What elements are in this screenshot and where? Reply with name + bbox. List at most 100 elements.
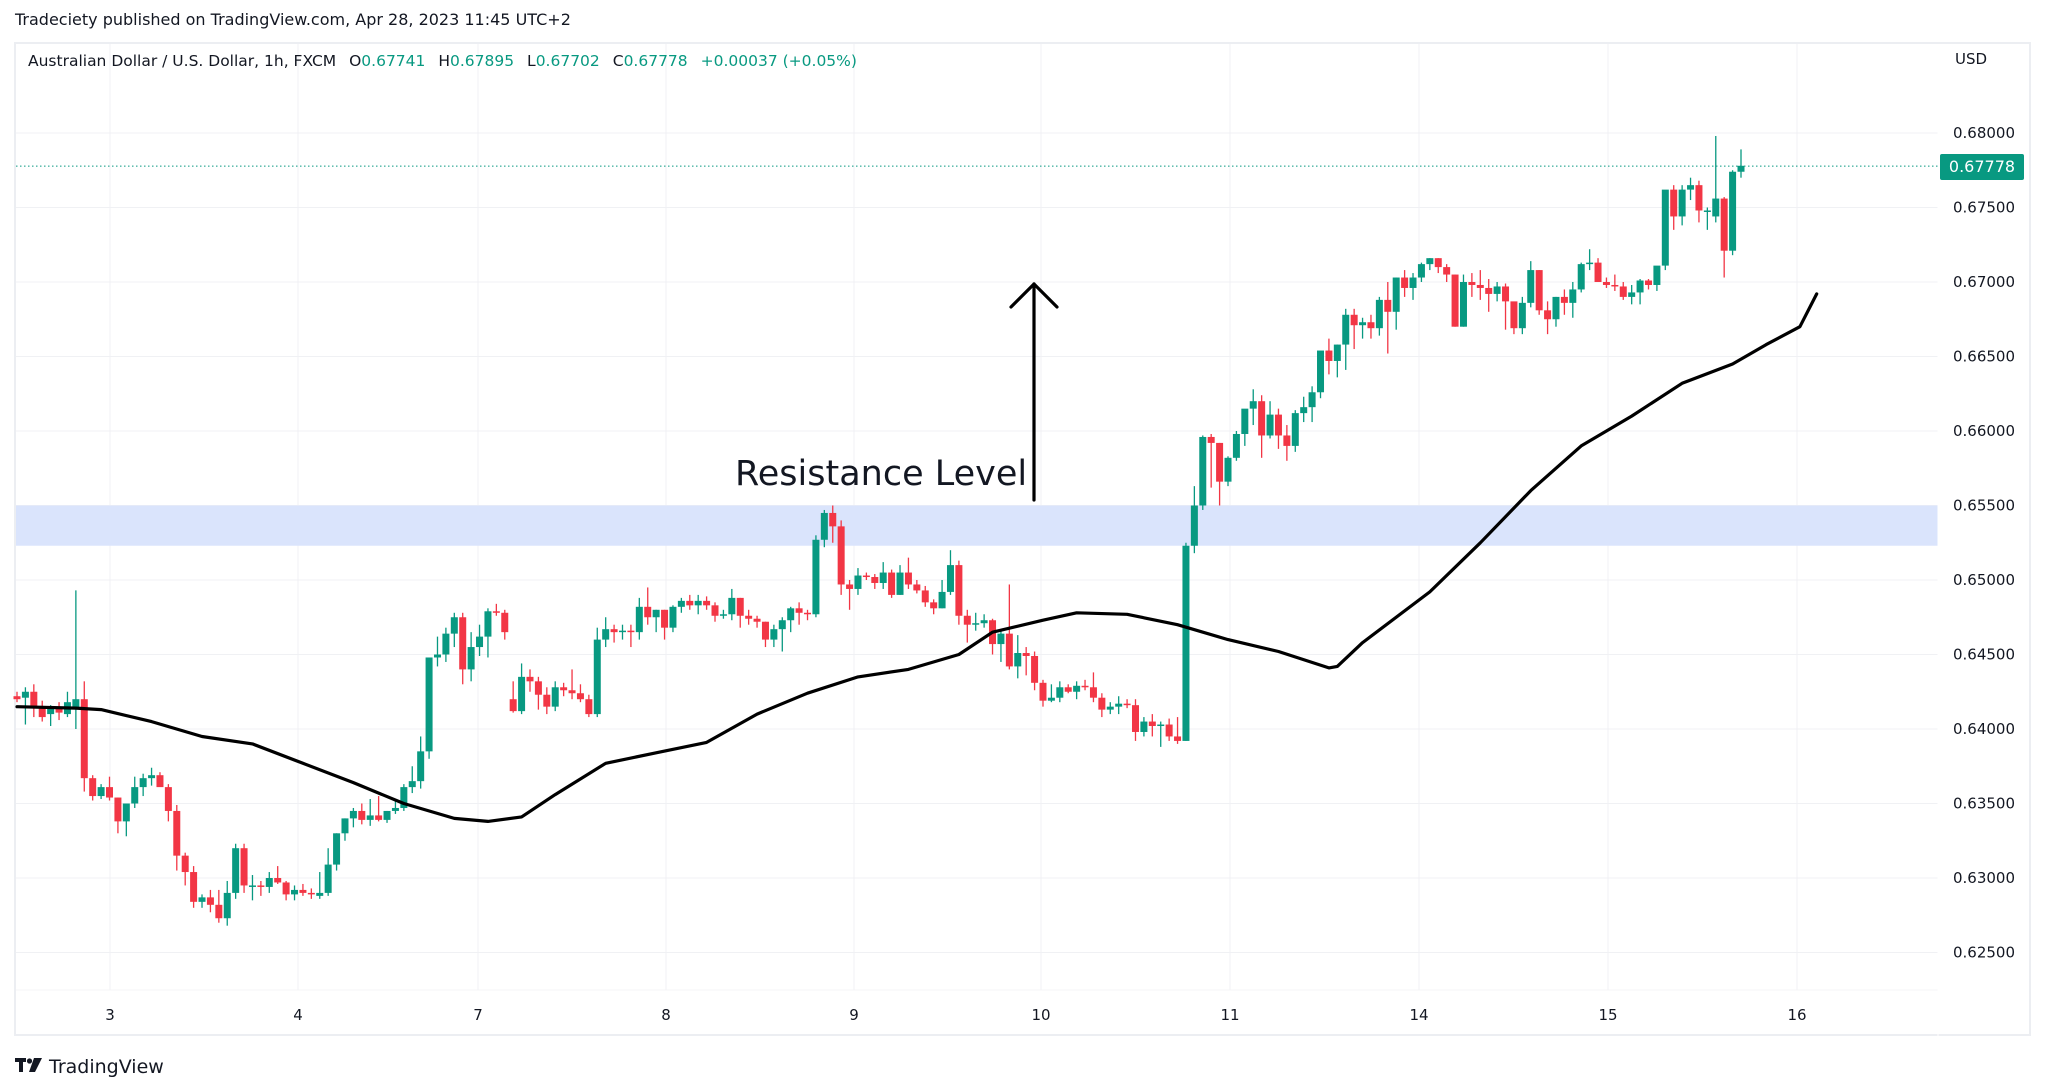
candle-body — [745, 615, 753, 619]
candle-body — [1241, 408, 1249, 434]
candle-body — [862, 575, 870, 578]
candle-body — [1115, 703, 1123, 707]
candle-body — [1552, 296, 1560, 320]
candle-body — [1636, 280, 1644, 293]
change-value: +0.00037 (+0.05%) — [700, 52, 857, 70]
symbol-title[interactable]: Australian Dollar / U.S. Dollar, 1h, FXC… — [28, 52, 337, 70]
candle-body — [1670, 189, 1678, 217]
resistance-zone[interactable] — [16, 505, 1938, 546]
candle-body — [1737, 165, 1745, 172]
candle-body — [375, 815, 383, 820]
candle-body — [72, 699, 80, 709]
candle-body — [164, 787, 172, 811]
candle-body — [1586, 262, 1594, 265]
candle-body — [1628, 292, 1636, 297]
candle-body — [215, 904, 223, 919]
candle-body — [299, 889, 307, 893]
candle-body — [425, 657, 433, 752]
candle-body — [1249, 401, 1257, 409]
candle-body — [635, 606, 643, 633]
chart-frame — [14, 42, 2031, 1036]
time-axis-label: 8 — [661, 1006, 671, 1024]
candle-body — [1148, 721, 1156, 727]
candle-body — [316, 892, 324, 896]
candle-body — [644, 606, 652, 618]
candle-body — [1535, 270, 1543, 311]
candle-body — [114, 797, 122, 822]
candle-body — [1459, 282, 1467, 327]
candle-body — [30, 691, 38, 709]
candle-body — [619, 630, 627, 633]
candle-body — [1199, 436, 1207, 506]
candle-body — [509, 699, 517, 712]
candle-body — [812, 539, 820, 615]
candle-body — [1300, 407, 1308, 414]
candle-body — [38, 708, 46, 718]
price-axis-label: 0.66500 — [1953, 348, 2015, 366]
candle-body — [1232, 433, 1240, 458]
resistance-level-label[interactable]: Resistance Level — [735, 454, 1028, 494]
candle-body — [190, 872, 198, 902]
candle-body — [400, 787, 408, 808]
candle-body — [593, 639, 601, 715]
candle-body — [173, 810, 181, 856]
candle-body — [804, 612, 812, 615]
candle-body — [1619, 286, 1627, 297]
candle-body — [223, 892, 231, 919]
candle-body — [1064, 687, 1072, 692]
candle-body — [1577, 264, 1585, 290]
candle-body — [240, 848, 248, 886]
candle-body — [1039, 682, 1047, 701]
price-axis-label: 0.64500 — [1953, 646, 2015, 664]
candle-body — [484, 611, 492, 637]
candle-body — [879, 572, 887, 583]
candle-body — [1291, 413, 1299, 446]
open-value: 0.67741 — [361, 52, 426, 70]
candle-body — [1493, 286, 1501, 294]
close-value: 0.67778 — [623, 52, 688, 70]
candle-body — [282, 882, 290, 895]
candle-body — [1527, 270, 1535, 303]
candle-body — [417, 751, 425, 782]
candle-body — [1720, 198, 1728, 251]
candle-body — [1703, 210, 1711, 212]
candle-body — [55, 706, 63, 713]
candle-body — [248, 885, 256, 887]
candle-body — [198, 897, 206, 902]
candle-body — [1047, 697, 1055, 701]
low-label: L — [527, 52, 536, 70]
candle-body — [921, 590, 929, 603]
candle-body — [433, 654, 441, 658]
candle-body — [568, 690, 576, 694]
candle-body — [888, 572, 896, 595]
candle-body — [1207, 436, 1215, 443]
candle-body — [1687, 185, 1695, 190]
tradingview-logo[interactable]: TradingView — [15, 1056, 164, 1078]
candle-body — [1266, 414, 1274, 436]
candle-body — [21, 691, 29, 698]
time-axis-label: 10 — [1031, 1006, 1050, 1024]
candle-body — [1190, 505, 1198, 546]
candle-body — [761, 621, 769, 640]
candle-body — [1367, 322, 1375, 329]
candle-body — [47, 706, 55, 715]
candle-body — [560, 687, 568, 691]
candle-body — [13, 696, 21, 700]
candle-body — [795, 608, 803, 613]
time-axis-label: 15 — [1598, 1006, 1617, 1024]
candle-body — [1510, 301, 1518, 329]
time-axis-label: 7 — [473, 1006, 483, 1024]
candle-body — [1182, 545, 1190, 741]
candle-body — [1274, 414, 1282, 436]
candle-body — [1712, 198, 1720, 217]
candle-body — [1022, 653, 1030, 656]
candle-body — [938, 591, 946, 609]
candle-body — [459, 617, 467, 670]
candle-body — [930, 602, 938, 609]
candle-body — [291, 889, 299, 895]
last-price-tag: 0.67778 — [1940, 154, 2024, 180]
candle-body — [89, 778, 97, 797]
candle-body — [904, 572, 912, 585]
candle-body — [719, 614, 727, 616]
